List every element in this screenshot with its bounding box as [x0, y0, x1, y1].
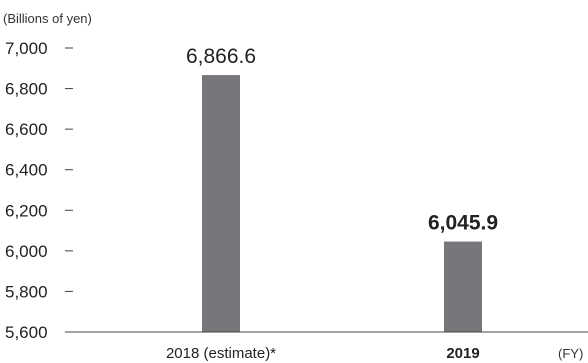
y-tick-label: 6,200	[5, 201, 48, 220]
y-tick-label: 6,000	[5, 242, 48, 261]
x-unit-label: (FY)	[558, 346, 583, 361]
y-tick-label: 6,400	[5, 161, 48, 180]
bar	[202, 75, 240, 332]
category-label: 2019	[446, 345, 479, 362]
y-unit-label: (Billions of yen)	[3, 11, 92, 26]
y-axis-ticks: 5,600 5,800 6,000 6,200 6,400 6,600 6,800 7,000	[5, 39, 73, 342]
y-tick-label: 5,600	[5, 323, 48, 342]
data-labels: 6,866.6 6,045.9	[186, 45, 498, 234]
y-tick-label: 6,600	[5, 120, 48, 139]
y-tick-label: 5,800	[5, 282, 48, 301]
bar	[444, 241, 482, 332]
bars	[202, 75, 482, 332]
category-labels: 2018 (estimate)* 2019	[166, 345, 480, 362]
data-label: 6,866.6	[186, 45, 256, 68]
y-tick-label: 6,800	[5, 80, 48, 99]
y-tick-label: 7,000	[5, 39, 48, 58]
category-label: 2018 (estimate)*	[166, 345, 276, 362]
data-label: 6,045.9	[428, 212, 498, 235]
